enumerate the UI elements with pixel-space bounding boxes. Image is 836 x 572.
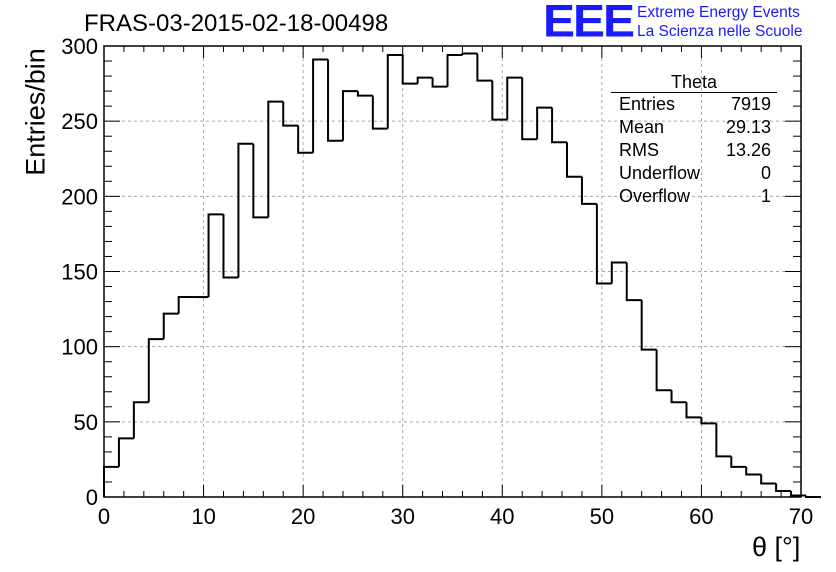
stat-row-rms: RMS 13.26 bbox=[611, 139, 777, 162]
histogram-bin bbox=[386, 54, 403, 129]
histogram-bin bbox=[177, 296, 194, 314]
histogram-bin bbox=[117, 437, 134, 467]
x-tick-label: 60 bbox=[689, 504, 713, 529]
x-tick-label: 0 bbox=[98, 504, 110, 529]
histogram-bin bbox=[521, 77, 538, 141]
x-tick-label: 30 bbox=[390, 504, 414, 529]
histogram-bin bbox=[715, 423, 732, 458]
stat-row-entries: Entries 7919 bbox=[611, 93, 777, 116]
y-tick-label: 0 bbox=[86, 485, 98, 510]
histogram-bin bbox=[282, 101, 299, 127]
stat-label: RMS bbox=[619, 140, 659, 160]
histogram-bin bbox=[356, 91, 373, 97]
logo-caption-line1: Extreme Energy Events bbox=[637, 4, 800, 21]
histogram-bin bbox=[312, 58, 329, 153]
x-tick-label: 20 bbox=[291, 504, 315, 529]
histogram-bin bbox=[536, 106, 553, 140]
histogram-bin bbox=[162, 312, 179, 340]
histogram-bin bbox=[730, 456, 747, 468]
statistics-box: Theta Entries 7919 Mean 29.13 RMS 13.26 … bbox=[611, 72, 777, 208]
stat-value: 13.26 bbox=[725, 140, 771, 160]
x-tick-label: 40 bbox=[490, 504, 514, 529]
stat-value: 0 bbox=[760, 163, 771, 183]
histogram-bin bbox=[252, 143, 269, 219]
histogram-bin bbox=[401, 55, 418, 85]
histogram-bin bbox=[267, 100, 284, 218]
x-tick-label: 70 bbox=[789, 504, 813, 529]
histogram-bin bbox=[745, 466, 762, 476]
y-axis-label: Entries/bin bbox=[20, 48, 51, 176]
histogram-bin bbox=[476, 53, 493, 82]
eee-logo: EEE bbox=[543, 0, 635, 47]
y-tick-label: 150 bbox=[61, 260, 98, 285]
stat-row-mean: Mean 29.13 bbox=[611, 116, 777, 139]
histogram-bin bbox=[431, 77, 448, 88]
stat-value: 29.13 bbox=[725, 117, 771, 137]
histogram-bin bbox=[760, 474, 777, 485]
histogram-bin bbox=[551, 107, 568, 144]
histogram-bin bbox=[700, 417, 717, 425]
stats-title: Theta bbox=[611, 72, 777, 93]
stat-label: Mean bbox=[619, 117, 665, 137]
histogram-bin bbox=[670, 390, 687, 404]
stat-label: Entries bbox=[619, 94, 676, 114]
run-title: FRAS-03-2015-02-18-00498 bbox=[84, 10, 389, 37]
histogram-bin bbox=[341, 90, 358, 141]
histogram-bin bbox=[804, 495, 821, 498]
stat-value: 7919 bbox=[730, 94, 771, 114]
histogram-bin bbox=[371, 95, 388, 130]
histogram-bin bbox=[491, 80, 508, 121]
stat-label: Underflow bbox=[619, 163, 701, 183]
y-tick-label: 50 bbox=[74, 410, 98, 435]
histogram-bin bbox=[566, 142, 582, 178]
logo-caption-line2: La Scienza nelle Scuole bbox=[637, 23, 803, 40]
histogram-bin bbox=[640, 300, 657, 351]
y-tick-label: 250 bbox=[61, 109, 98, 134]
histogram-bin bbox=[506, 76, 523, 120]
logo-caption: Extreme Energy Events La Scienza nelle S… bbox=[637, 3, 802, 41]
x-axis-label: θ [°] bbox=[752, 532, 801, 562]
x-tick-label: 10 bbox=[191, 504, 215, 529]
histogram-bin bbox=[595, 203, 612, 285]
histogram-bin bbox=[775, 483, 792, 492]
stat-row-overflow: Overflow 1 bbox=[611, 185, 777, 208]
histogram-bin bbox=[655, 349, 672, 392]
histogram-bin bbox=[327, 59, 343, 142]
histogram-bin bbox=[685, 402, 702, 419]
histogram-bin bbox=[790, 490, 806, 497]
histogram-bin bbox=[580, 176, 597, 205]
y-tick-label: 100 bbox=[61, 335, 98, 360]
histogram-bin bbox=[625, 262, 642, 302]
histogram-bin bbox=[222, 214, 239, 279]
histogram-bin bbox=[297, 125, 314, 154]
histogram-bin bbox=[416, 76, 433, 84]
stat-label: Overflow bbox=[619, 186, 691, 206]
stat-row-underflow: Underflow 0 bbox=[611, 162, 777, 185]
y-tick-label: 200 bbox=[61, 184, 98, 209]
histogram-bin bbox=[147, 338, 164, 403]
histogram-bin bbox=[610, 261, 627, 284]
histogram-bin bbox=[207, 213, 224, 298]
x-tick-label: 50 bbox=[590, 504, 614, 529]
histogram-bin bbox=[446, 54, 463, 87]
histogram-bin bbox=[461, 52, 478, 56]
stat-value: 1 bbox=[760, 186, 771, 206]
histogram-bin bbox=[237, 142, 254, 278]
histogram-bin bbox=[132, 401, 149, 439]
y-tick-label: 300 bbox=[61, 34, 98, 59]
